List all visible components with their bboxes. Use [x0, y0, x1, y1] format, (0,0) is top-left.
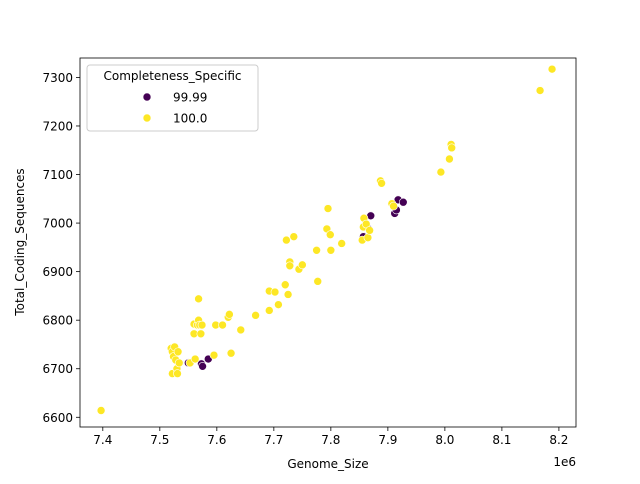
x-tick-label: 7.6 — [207, 433, 226, 447]
scatter-point-100-0 — [251, 311, 260, 320]
scatter-point-100-0 — [225, 310, 234, 319]
scatter-point-100-0 — [337, 239, 346, 248]
scatter-point-100-0 — [323, 204, 333, 213]
scatter-point-100-0 — [298, 260, 307, 270]
scatter-point-100-0 — [218, 320, 227, 330]
y-tick-label: 6700 — [42, 362, 73, 376]
x-axis-label: Genome_Size — [287, 457, 368, 471]
scatter-point-99-99 — [198, 362, 207, 371]
scatter-point-100-0 — [312, 245, 321, 255]
legend-marker-99-99 — [142, 92, 152, 102]
x-tick-label: 7.5 — [150, 433, 169, 447]
y-tick-label: 7000 — [42, 217, 73, 231]
scatter-point-100-0 — [274, 300, 283, 309]
legend: Completeness_Specific 99.99 100.0 — [86, 64, 259, 132]
y-tick-label: 6800 — [42, 314, 73, 328]
y-tick-label: 7100 — [42, 168, 73, 182]
scatter-point-100-0 — [283, 290, 293, 299]
scatter-point-100-0 — [447, 143, 457, 153]
legend-label-99-99: 99.99 — [173, 91, 207, 105]
y-tick-label: 6900 — [42, 265, 73, 279]
scatter-point-100-0 — [547, 64, 557, 74]
y-tick-label: 6600 — [42, 411, 73, 425]
scatter-point-100-0 — [226, 348, 236, 358]
legend-label-100-0: 100.0 — [173, 112, 207, 126]
scatter-point-100-0 — [535, 86, 545, 95]
scatter-point-100-0 — [325, 230, 335, 240]
scatter-point-100-0 — [365, 226, 374, 235]
scatter-point-100-0 — [282, 235, 291, 245]
x-axis-offset-label: 1e6 — [553, 455, 576, 469]
x-tick-label: 7.9 — [378, 433, 397, 447]
scatter-point-100-0 — [236, 325, 246, 335]
scatter-point-100-0 — [313, 277, 323, 286]
y-tick-label: 7200 — [42, 119, 73, 133]
scatter-point-99-99 — [398, 197, 408, 207]
scatter-point-100-0 — [197, 320, 207, 330]
legend-marker-100-0 — [142, 113, 152, 123]
plot-area-frame — [79, 57, 577, 428]
scatter-point-100-0 — [190, 354, 200, 364]
scatter-point-100-0 — [280, 280, 290, 290]
scatter-point-100-0 — [389, 201, 398, 211]
scatter-point-100-0 — [377, 178, 386, 188]
x-tick-label: 8.1 — [492, 433, 511, 447]
scatter-point-100-0 — [326, 245, 336, 255]
scatter-point-100-0 — [209, 350, 219, 360]
scatter-point-100-0 — [173, 369, 182, 378]
legend-box — [86, 64, 259, 132]
y-axis-ticks: 6600 6700 6800 6900 7000 7100 7200 7300 — [42, 71, 80, 425]
scatter-point-100-0 — [194, 294, 203, 304]
scatter-point-100-0 — [96, 406, 106, 415]
scatter-point-100-0 — [445, 154, 454, 164]
scatter-point-100-0 — [174, 358, 184, 368]
x-tick-label: 7.7 — [264, 433, 283, 447]
y-axis-label: Total_Coding_Sequences — [13, 168, 27, 316]
y-tick-label: 7300 — [42, 71, 73, 85]
scatter-point-100-0 — [285, 261, 295, 271]
x-tick-label: 8.0 — [435, 433, 454, 447]
x-tick-label: 7.8 — [321, 433, 340, 447]
x-tick-label: 7.4 — [93, 433, 112, 447]
points-layer — [96, 64, 557, 415]
x-axis-ticks: 7.4 7.5 7.6 7.7 7.8 7.9 8.0 8.1 8.2 — [93, 427, 568, 447]
scatter-point-100-0 — [264, 306, 274, 315]
scatter-point-100-0 — [289, 232, 299, 241]
x-tick-label: 8.2 — [549, 433, 568, 447]
scatter-point-100-0 — [196, 329, 206, 339]
scatter-point-100-0 — [173, 347, 183, 357]
scatter-point-100-0 — [270, 287, 280, 297]
scatter-point-100-0 — [363, 233, 373, 242]
legend-title: Completeness_Specific — [103, 69, 241, 83]
scatter-point-100-0 — [436, 167, 446, 177]
